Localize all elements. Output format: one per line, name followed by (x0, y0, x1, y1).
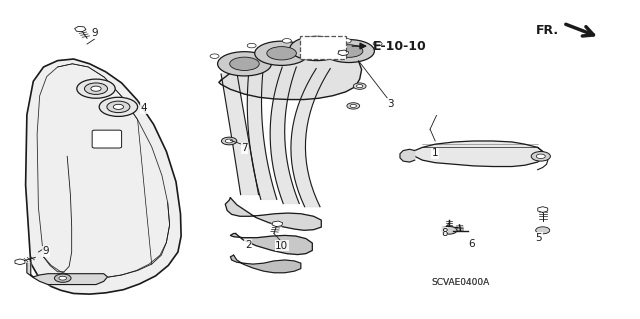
Polygon shape (221, 74, 259, 195)
Polygon shape (225, 198, 321, 230)
Polygon shape (247, 70, 277, 199)
Text: 4: 4 (141, 103, 147, 114)
Circle shape (536, 154, 545, 159)
Text: 9: 9 (43, 246, 49, 256)
Ellipse shape (335, 45, 363, 57)
Polygon shape (230, 255, 301, 273)
Circle shape (347, 103, 360, 109)
Circle shape (77, 79, 115, 98)
Circle shape (225, 139, 233, 143)
Polygon shape (230, 234, 312, 255)
Text: 1: 1 (432, 148, 438, 158)
Ellipse shape (302, 42, 332, 55)
Circle shape (113, 104, 124, 109)
Circle shape (316, 41, 324, 46)
Circle shape (350, 104, 356, 108)
Ellipse shape (255, 41, 308, 65)
Ellipse shape (267, 47, 296, 60)
Circle shape (270, 54, 279, 58)
Text: 10: 10 (275, 241, 288, 251)
Circle shape (353, 83, 366, 89)
Polygon shape (400, 149, 415, 162)
Circle shape (373, 41, 382, 46)
Text: SCVAE0400A: SCVAE0400A (431, 278, 490, 287)
Ellipse shape (218, 52, 271, 76)
Text: FR.: FR. (536, 24, 559, 37)
Polygon shape (538, 207, 548, 212)
Circle shape (210, 54, 219, 58)
Polygon shape (338, 50, 349, 56)
Circle shape (84, 83, 108, 94)
Circle shape (442, 226, 457, 234)
Text: 8: 8 (441, 228, 447, 238)
Text: E-10-10: E-10-10 (372, 40, 426, 53)
Text: 6: 6 (468, 239, 475, 249)
Circle shape (531, 152, 550, 161)
Polygon shape (15, 259, 25, 265)
Ellipse shape (323, 40, 374, 63)
Ellipse shape (230, 57, 259, 70)
Text: 3: 3 (387, 99, 394, 109)
Text: 2: 2 (245, 240, 252, 250)
Polygon shape (272, 221, 283, 227)
Circle shape (91, 86, 101, 91)
Polygon shape (27, 263, 108, 285)
FancyBboxPatch shape (92, 130, 122, 148)
FancyBboxPatch shape (300, 36, 346, 59)
Polygon shape (219, 44, 362, 100)
Polygon shape (75, 26, 86, 32)
Circle shape (59, 276, 67, 280)
Polygon shape (413, 141, 544, 167)
Circle shape (247, 43, 256, 48)
Circle shape (99, 97, 138, 116)
Circle shape (342, 39, 351, 43)
Text: 5: 5 (536, 233, 542, 243)
Circle shape (356, 85, 363, 88)
Circle shape (307, 43, 316, 48)
Ellipse shape (290, 36, 344, 61)
Text: 9: 9 (92, 28, 98, 39)
Polygon shape (291, 69, 330, 207)
Text: SCVAE0400A: SCVAE0400A (431, 278, 490, 287)
Polygon shape (270, 67, 300, 204)
Text: 7: 7 (241, 143, 248, 153)
Circle shape (107, 101, 130, 113)
Polygon shape (26, 59, 181, 294)
Circle shape (54, 274, 71, 282)
Circle shape (536, 227, 550, 234)
Circle shape (221, 137, 237, 145)
Circle shape (282, 39, 291, 43)
